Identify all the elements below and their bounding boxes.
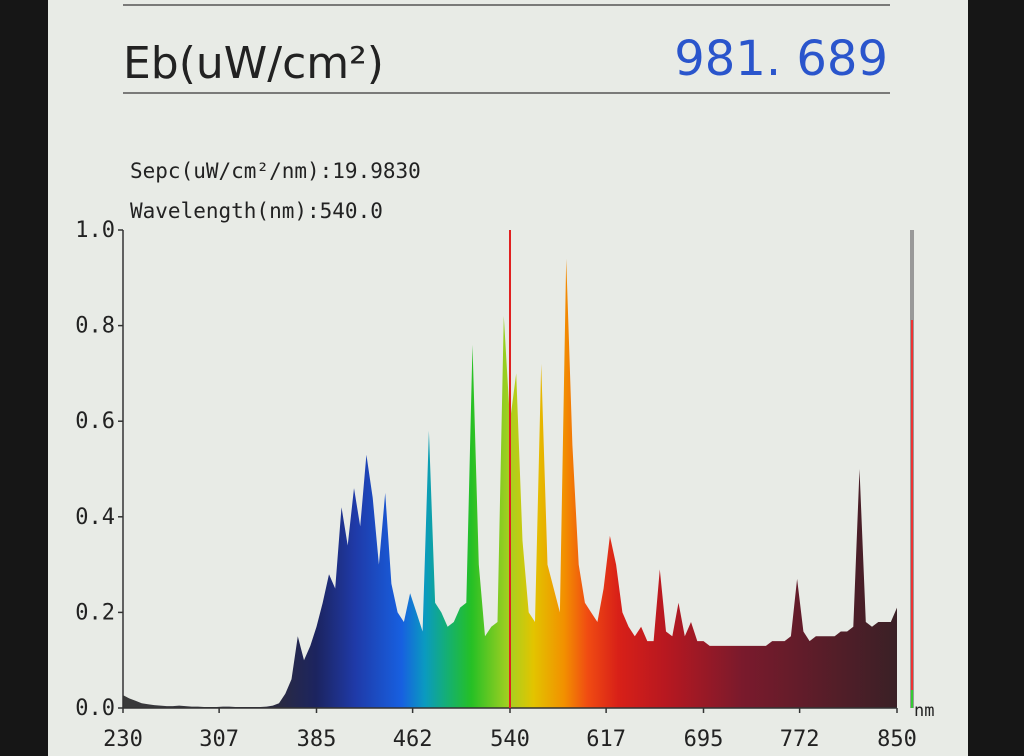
y-tick-label: 0.8 (75, 314, 115, 339)
x-tick-label: 772 (780, 727, 820, 752)
headline-value: 981. 689 (674, 31, 888, 87)
x-tick-label: 307 (199, 727, 239, 752)
plot: 0.0 0.2 0.4 0.6 0.8 1.0 230 307 385 462 540 617 695 7… (75, 218, 934, 752)
header-title: Eb(uW/cm²) (123, 38, 384, 89)
annotation: Wavelength(nm):540.0 (130, 199, 383, 223)
x-tick-label: 230 (103, 727, 143, 752)
x-tick-label: 617 (586, 727, 626, 752)
y-tick-label: 0.4 (75, 505, 115, 530)
x-tick-label: 695 (684, 727, 724, 752)
level-bar-red (911, 320, 913, 690)
x-axis-label: nm (914, 701, 934, 721)
x-tick-label: 385 (297, 727, 337, 752)
annotation: Sepc(uW/cm²/nm):19.9830 (130, 159, 421, 183)
y-tick-label: 0.0 (75, 696, 115, 721)
y-tick-label: 0.2 (75, 600, 115, 625)
x-tick-label: 850 (877, 727, 917, 752)
x-tick-label: 540 (490, 727, 530, 752)
y-tick-label: 1.0 (75, 218, 115, 243)
y-tick-label: 0.6 (75, 409, 115, 434)
level-bar-green (911, 690, 913, 708)
x-tick-label: 462 (393, 727, 433, 752)
